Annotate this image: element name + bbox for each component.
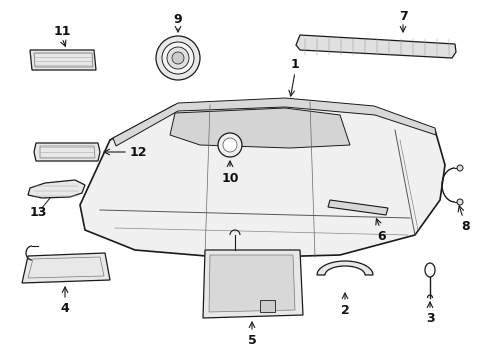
Polygon shape [30, 50, 96, 70]
Polygon shape [328, 200, 388, 215]
Text: 13: 13 [29, 206, 47, 219]
Text: 12: 12 [129, 145, 147, 158]
Polygon shape [203, 250, 303, 318]
Circle shape [457, 165, 463, 171]
Circle shape [156, 36, 200, 80]
Text: 9: 9 [173, 13, 182, 26]
Polygon shape [317, 261, 373, 275]
Polygon shape [80, 100, 445, 258]
Polygon shape [28, 180, 85, 198]
Polygon shape [209, 255, 295, 312]
Polygon shape [22, 253, 110, 283]
Text: 1: 1 [291, 58, 299, 71]
Text: 7: 7 [399, 9, 407, 23]
Circle shape [218, 133, 242, 157]
Text: 10: 10 [221, 171, 239, 185]
Polygon shape [170, 108, 350, 148]
Polygon shape [113, 98, 436, 146]
Text: 4: 4 [61, 302, 70, 315]
Text: 8: 8 [462, 220, 470, 233]
Circle shape [172, 52, 184, 64]
Text: 6: 6 [378, 230, 386, 243]
Polygon shape [296, 35, 456, 58]
Circle shape [167, 47, 189, 69]
Text: 3: 3 [426, 311, 434, 324]
Polygon shape [34, 143, 100, 161]
Circle shape [223, 138, 237, 152]
Circle shape [162, 42, 194, 74]
Text: 5: 5 [247, 333, 256, 346]
Text: 2: 2 [341, 303, 349, 316]
Text: 11: 11 [53, 24, 71, 37]
Circle shape [457, 199, 463, 205]
Polygon shape [260, 300, 275, 312]
